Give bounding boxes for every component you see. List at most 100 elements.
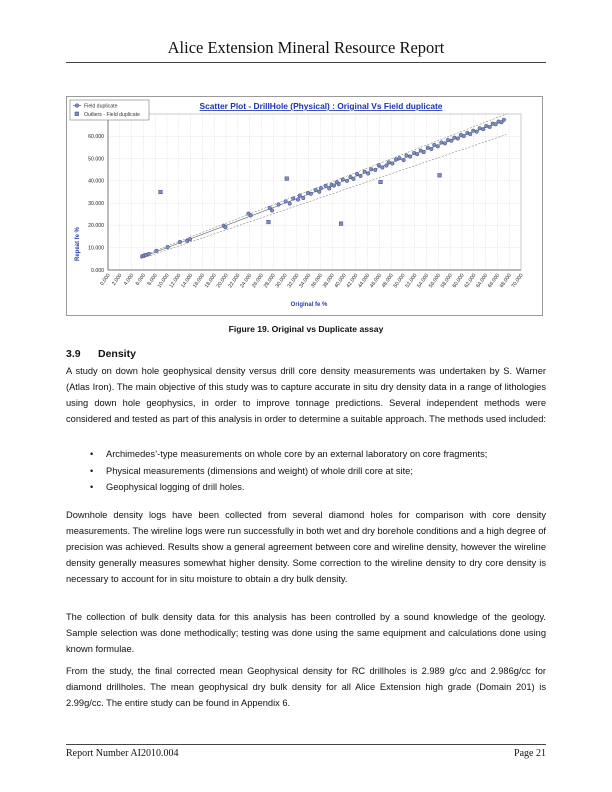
paragraph-results: From the study, the final corrected mean… [66, 666, 546, 708]
methods-list: Archimedes’-type measurements on whole c… [90, 446, 540, 496]
data-point [455, 136, 460, 141]
y-tick-labels: 0.000 10.000 20.000 30.000 40.000 50.000 60.00… [88, 134, 104, 274]
data-point [386, 160, 391, 165]
data-point [291, 196, 296, 201]
list-item: Geophysical logging of drill holes. [90, 479, 540, 496]
list-item: Physical measurements (dimensions and we… [90, 463, 540, 480]
data-point [442, 141, 447, 146]
lower-envelope-line [140, 134, 507, 260]
data-point [376, 163, 381, 168]
data-point [445, 138, 450, 143]
data-point [318, 186, 324, 191]
data-point [425, 145, 430, 150]
data-point [317, 189, 322, 194]
data-point [384, 163, 389, 168]
outlier-point [378, 179, 383, 184]
data-point [267, 205, 272, 210]
y-tick-label: 0.000 [91, 268, 104, 274]
data-point [415, 152, 420, 157]
data-point [461, 134, 466, 139]
data-point [393, 157, 398, 162]
data-point [432, 142, 437, 148]
y-tick-label: 40.000 [88, 179, 104, 185]
data-points [140, 117, 506, 259]
footer-rule [66, 744, 546, 745]
data-point [223, 225, 228, 230]
legend-label-field-duplicate: Field duplicate [84, 104, 118, 110]
data-point [283, 199, 288, 204]
data-point [373, 167, 378, 172]
chart-title: Scatter Plot - DrillHole (Physical) : Or… [200, 101, 443, 111]
figure-caption: Figure 19. Original vs Duplicate assay [228, 324, 384, 334]
data-point [435, 144, 440, 149]
y-tick-label: 50.000 [88, 156, 104, 162]
data-point [327, 186, 332, 191]
page-header-title: Alice Extension Mineral Resource Report [167, 38, 445, 57]
data-point [248, 213, 253, 218]
data-point [351, 176, 356, 181]
upper-envelope-line [140, 113, 507, 257]
outlier-point [266, 220, 271, 225]
data-point [484, 124, 489, 129]
data-point [493, 122, 498, 127]
data-point [177, 239, 183, 244]
data-point [336, 182, 341, 187]
data-point [468, 132, 473, 137]
data-point [421, 150, 426, 155]
data-point [308, 191, 313, 196]
data-point [449, 138, 454, 143]
legend-square-marker-icon [74, 111, 79, 116]
data-point [380, 165, 385, 170]
report-number: Report Number AI2010.004 [66, 748, 179, 759]
data-point [295, 197, 301, 202]
paragraph-collection: The collection of bulk density data for … [66, 612, 546, 654]
section-title: Density [98, 348, 136, 360]
data-point [408, 154, 413, 159]
data-point [187, 237, 193, 242]
data-point [276, 202, 281, 207]
data-point [481, 127, 486, 132]
chart-axes [107, 114, 521, 271]
data-point [366, 171, 371, 176]
outlier-point [158, 189, 163, 195]
data-point [323, 183, 328, 188]
data-point [154, 248, 159, 253]
y-tick-label: 60.000 [88, 134, 104, 140]
data-point [429, 146, 434, 152]
section-number: 3.9 [66, 348, 81, 360]
legend-box [69, 99, 150, 121]
paragraph-intro: A study on down hole geophysical density… [66, 366, 546, 424]
data-point [501, 117, 506, 122]
y-tick-label: 10.000 [88, 246, 104, 252]
data-point [397, 156, 402, 161]
y-axis-label: Repeat fe % [75, 226, 81, 261]
data-point [269, 208, 275, 213]
chart-legend: Field duplicate Outliers - Field duplica… [69, 99, 150, 121]
data-point [331, 183, 336, 188]
data-point [369, 167, 374, 172]
outlier-point [437, 173, 442, 178]
scatter-chart: 0.000 2.000 4.000 6.000 8.00010.00012.00014.… [66, 96, 543, 316]
data-point [348, 175, 353, 180]
data-point [487, 124, 492, 129]
data-point [287, 201, 292, 206]
header-rule [66, 62, 546, 63]
section-heading: 3.9 Density [66, 348, 136, 360]
data-point [401, 158, 406, 163]
scatter-figure: 0.000 2.000 4.000 6.000 8.000 10.000 12.000 14.… [66, 96, 543, 316]
data-point [362, 169, 367, 174]
data-point [165, 245, 170, 250]
data-point [344, 178, 349, 183]
outlier-point [339, 221, 344, 226]
x-axis-label: Original fe % [291, 302, 328, 308]
data-point [439, 140, 444, 145]
outlier-point [284, 176, 289, 181]
paragraph-downhole: Downhole density logs have been collecte… [66, 510, 546, 584]
legend-label-outliers: Outliers - Field duplicate [84, 112, 140, 118]
data-point [390, 161, 395, 166]
data-point [313, 187, 318, 193]
data-point [499, 120, 504, 125]
data-point [146, 251, 151, 256]
data-point [471, 128, 476, 133]
data-point [301, 195, 306, 201]
